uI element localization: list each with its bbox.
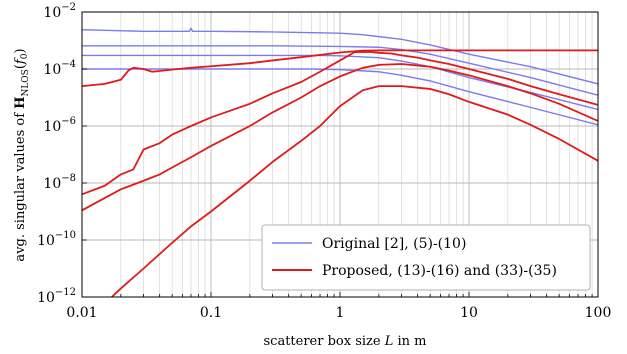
x-tick-label: 10	[460, 305, 478, 321]
ticks	[81, 11, 593, 298]
legend-label-original: Original [2], (5)-(10)	[322, 236, 466, 252]
y-tick-label: 10−8	[43, 173, 76, 192]
x-axis-label: scatterer box size L in m	[264, 334, 427, 349]
legend-box	[261, 224, 591, 291]
x-tick-label: 100	[585, 305, 612, 321]
tick-labels: 0.01 0.1 1 10 100 10−12 10−10 10−8 10−6 10−4 10−2	[37, 2, 611, 321]
x-tick-label: 1	[336, 305, 345, 321]
y-tick-label: 10−4	[43, 59, 76, 78]
series-line-original-3	[82, 68, 598, 126]
y-tick-label: 10−10	[37, 230, 76, 249]
x-tick-label: 0.01	[66, 305, 97, 321]
legend: Original [2], (5)-(10) Proposed, (13)-(1…	[261, 224, 591, 291]
y-axis-label: avg. singular values of HNLOS(f0)	[13, 48, 31, 261]
x-tick-label: 0.1	[200, 305, 222, 321]
y-tick-label: 10−12	[37, 287, 76, 306]
legend-label-proposed: Proposed, (13)-(16) and (33)-(35)	[322, 263, 557, 279]
y-tick-label: 10−2	[43, 2, 76, 21]
series-line-proposed-7	[111, 85, 598, 297]
y-tick-label: 10−6	[43, 116, 76, 135]
series-line-proposed-4	[82, 49, 598, 88]
series-line-proposed-5	[82, 50, 598, 196]
series-line-proposed-6	[82, 63, 598, 212]
series-line-original-1	[82, 45, 598, 96]
series-line-original-2	[82, 54, 598, 111]
series-group	[82, 27, 598, 297]
